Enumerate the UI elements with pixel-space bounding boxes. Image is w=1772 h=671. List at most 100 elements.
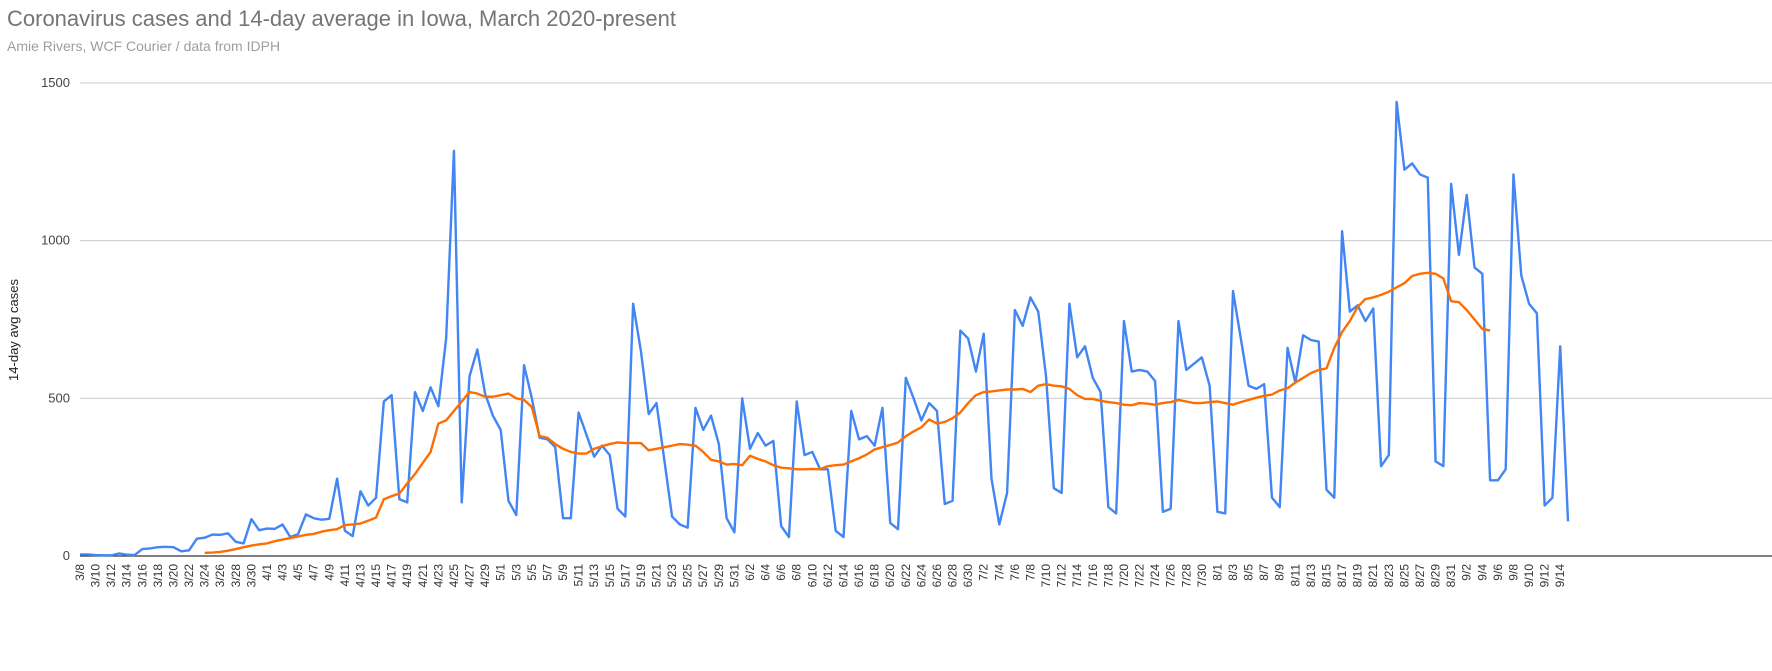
x-tick-label: 7/22 <box>1133 564 1147 588</box>
x-tick-label: 7/12 <box>1055 564 1069 588</box>
x-tick-label: 6/10 <box>805 564 819 588</box>
x-tick-label: 4/13 <box>354 564 368 588</box>
x-tick-label: 4/11 <box>338 564 352 587</box>
x-tick-label: 6/12 <box>821 564 835 588</box>
x-tick-label: 5/3 <box>509 564 523 581</box>
x-tick-label: 9/12 <box>1538 564 1552 588</box>
x-tick-label: 9/10 <box>1522 564 1536 588</box>
x-tick-label: 6/18 <box>868 564 882 588</box>
x-axis-ticks: 3/8 3/10 3/12 3/14 3/16 3/18 3/20 3/22 3/24 3/26 3… <box>73 564 1567 588</box>
x-tick-label: 8/1 <box>1210 564 1224 581</box>
x-tick-label: 7/14 <box>1070 564 1084 588</box>
gridlines <box>80 82 1772 557</box>
x-tick-label: 9/4 <box>1475 564 1489 581</box>
daily-cases-line <box>80 100 1570 557</box>
x-tick-label: 5/9 <box>556 564 570 581</box>
x-tick-label: 5/13 <box>587 564 601 588</box>
x-tick-label: 7/2 <box>977 564 991 581</box>
x-tick-label: 5/17 <box>618 564 632 588</box>
x-tick-label: 7/30 <box>1195 564 1209 588</box>
x-tick-label: 5/5 <box>525 564 539 581</box>
x-tick-label: 4/3 <box>276 564 290 581</box>
x-tick-label: 4/19 <box>400 564 414 588</box>
x-tick-label: 8/5 <box>1242 564 1256 581</box>
x-tick-label: 6/2 <box>743 564 757 581</box>
x-tick-label: 3/30 <box>244 564 258 588</box>
x-tick-label: 8/11 <box>1288 564 1302 587</box>
x-tick-label: 8/21 <box>1366 564 1380 588</box>
x-tick-label: 9/14 <box>1553 564 1567 588</box>
x-tick-label: 7/24 <box>1148 564 1162 588</box>
y-tick-label: 0 <box>63 548 70 563</box>
x-tick-label: 8/19 <box>1351 564 1365 588</box>
x-tick-label: 6/14 <box>837 564 851 588</box>
x-tick-label: 7/20 <box>1117 564 1131 588</box>
x-tick-label: 5/1 <box>494 564 508 581</box>
x-tick-label: 8/7 <box>1257 564 1271 581</box>
x-tick-label: 9/2 <box>1460 564 1474 581</box>
x-tick-label: 6/16 <box>852 564 866 588</box>
series-lines <box>80 100 1570 557</box>
x-tick-label: 7/6 <box>1008 564 1022 581</box>
x-tick-label: 3/24 <box>198 564 212 588</box>
x-tick-label: 3/8 <box>73 564 87 581</box>
y-axis-label: 14-day avg cases <box>6 279 21 381</box>
x-tick-label: 4/5 <box>291 564 305 581</box>
x-tick-label: 4/23 <box>431 564 445 588</box>
x-tick-label: 5/23 <box>665 564 679 588</box>
x-tick-label: 5/27 <box>696 564 710 588</box>
x-tick-label: 9/6 <box>1491 564 1505 581</box>
x-tick-label: 5/19 <box>634 564 648 588</box>
x-tick-label: 8/15 <box>1320 564 1334 588</box>
x-tick-label: 7/16 <box>1086 564 1100 588</box>
x-tick-label: 8/27 <box>1413 564 1427 588</box>
x-tick-label: 3/16 <box>135 564 149 588</box>
x-tick-label: 8/13 <box>1304 564 1318 588</box>
x-tick-label: 3/14 <box>120 564 134 588</box>
x-tick-label: 6/6 <box>774 564 788 581</box>
x-tick-label: 3/20 <box>167 564 181 588</box>
x-tick-label: 7/18 <box>1101 564 1115 588</box>
x-tick-label: 6/24 <box>914 564 928 588</box>
x-tick-label: 5/15 <box>603 564 617 588</box>
x-tick-label: 3/26 <box>213 564 227 588</box>
x-tick-label: 4/15 <box>369 564 383 588</box>
x-tick-label: 4/17 <box>385 564 399 588</box>
x-tick-label: 8/17 <box>1335 564 1349 588</box>
chart-subtitle: Amie Rivers, WCF Courier / data from IDP… <box>7 38 281 54</box>
average-line <box>204 271 1491 555</box>
x-tick-label: 8/29 <box>1429 564 1443 588</box>
y-tick-label: 1000 <box>41 233 70 248</box>
x-tick-label: 3/10 <box>89 564 103 588</box>
x-tick-label: 5/7 <box>540 564 554 581</box>
x-tick-label: 8/9 <box>1273 564 1287 581</box>
x-tick-label: 7/8 <box>1024 564 1038 581</box>
x-tick-label: 3/22 <box>182 564 196 588</box>
x-tick-label: 6/22 <box>899 564 913 588</box>
x-tick-label: 8/23 <box>1382 564 1396 588</box>
x-tick-label: 4/25 <box>447 564 461 588</box>
x-tick-label: 5/11 <box>572 564 586 587</box>
x-tick-label: 3/18 <box>151 564 165 588</box>
x-tick-label: 6/30 <box>961 564 975 588</box>
x-tick-label: 5/25 <box>681 564 695 588</box>
x-tick-label: 8/3 <box>1226 564 1240 581</box>
x-tick-label: 3/28 <box>229 564 243 588</box>
y-tick-label: 500 <box>48 390 70 405</box>
x-tick-label: 8/31 <box>1444 564 1458 588</box>
x-tick-label: 4/1 <box>260 564 274 581</box>
x-tick-label: 4/9 <box>322 564 336 581</box>
y-tick-label: 1500 <box>41 75 70 90</box>
x-tick-label: 7/26 <box>1164 564 1178 588</box>
x-tick-label: 4/21 <box>416 564 430 588</box>
x-tick-label: 3/12 <box>104 564 118 588</box>
x-tick-label: 7/28 <box>1179 564 1193 588</box>
x-tick-label: 9/8 <box>1507 564 1521 581</box>
x-tick-label: 7/10 <box>1039 564 1053 588</box>
x-tick-label: 4/27 <box>463 564 477 588</box>
x-tick-label: 7/4 <box>992 564 1006 581</box>
y-axis-ticks: 0 500 1000 1500 <box>41 75 70 563</box>
x-tick-label: 4/29 <box>478 564 492 588</box>
x-tick-label: 6/26 <box>930 564 944 588</box>
